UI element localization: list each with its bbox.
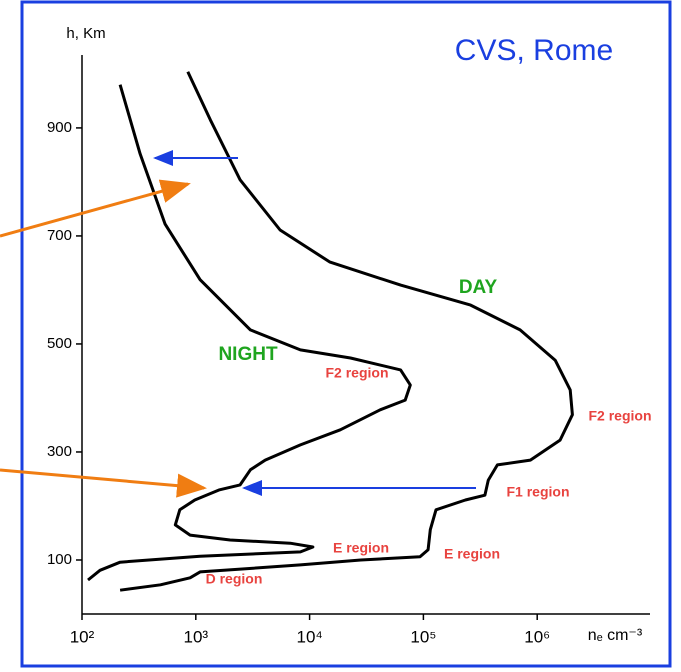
region-label: F2 region [588,408,651,424]
region-label: F1 region [506,484,569,500]
series-label: NIGHT [218,344,278,365]
region-label: D region [206,571,263,587]
y-axis-label: h, Km [66,25,105,42]
y-tick-label: 900 [47,119,72,136]
chart-title: CVS, Rome [455,34,613,67]
region-label: E region [444,546,500,562]
profile-line [87,84,412,582]
x-tick-label: 10⁴ [296,627,322,646]
x-tick-label: 10³ [184,627,209,646]
frame [20,0,672,668]
x-axis-label: nₑ cm⁻³ [588,627,643,644]
y-tick-label: 700 [47,227,72,244]
x-tick-label: 10⁶ [524,627,550,646]
region-label: E region [333,540,389,556]
series-label: DAY [459,277,498,298]
y-tick-label: 500 [47,335,72,352]
x-tick-label: 10² [70,627,95,646]
x-tick-label: 10⁵ [410,627,436,646]
region-label: F2 region [325,365,388,381]
y-tick-label: 300 [47,443,72,460]
profile-line [119,71,574,592]
arrow [0,468,207,498]
y-tick-label: 100 [47,551,72,568]
arrow [0,179,191,238]
